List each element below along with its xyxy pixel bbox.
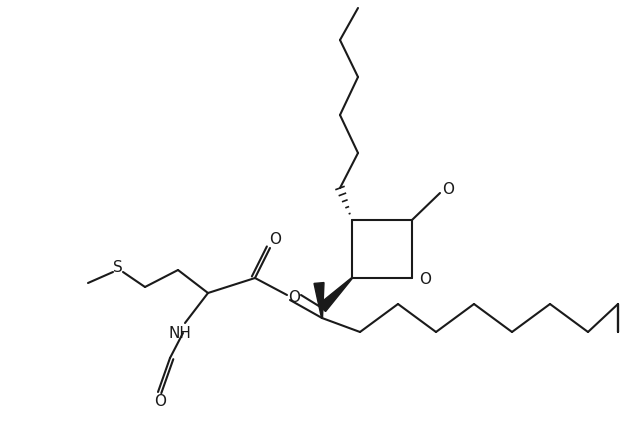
Text: O: O bbox=[419, 272, 431, 287]
Text: O: O bbox=[288, 290, 300, 304]
Text: O: O bbox=[442, 181, 454, 197]
Text: S: S bbox=[113, 259, 123, 275]
Text: O: O bbox=[154, 395, 166, 410]
Text: O: O bbox=[269, 233, 281, 247]
Polygon shape bbox=[318, 278, 352, 311]
Text: NH: NH bbox=[169, 325, 192, 340]
Polygon shape bbox=[314, 283, 324, 318]
